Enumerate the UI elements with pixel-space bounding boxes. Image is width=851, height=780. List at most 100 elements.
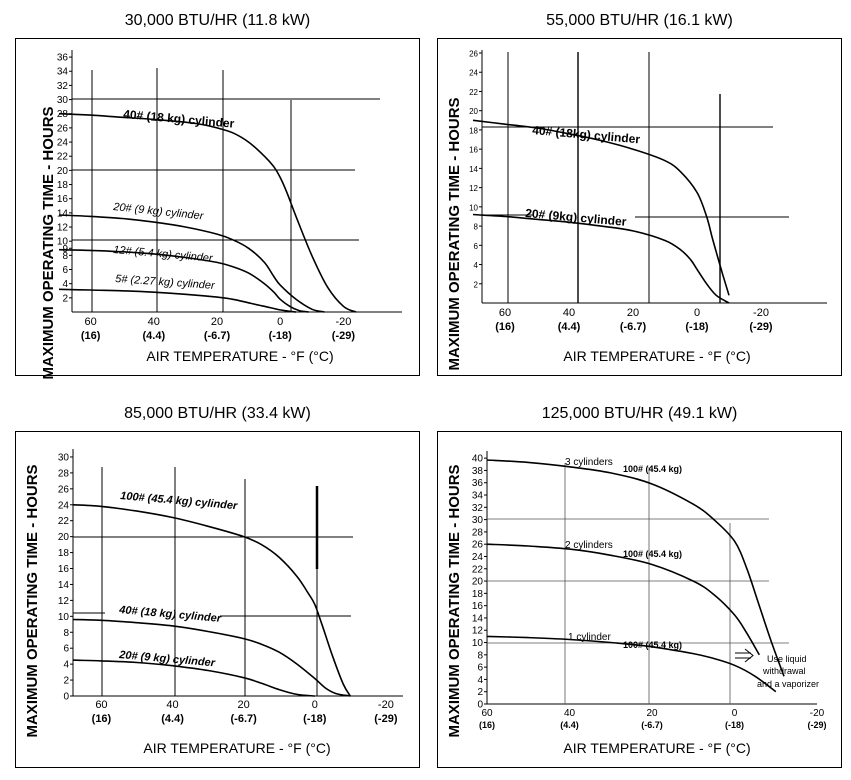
y-tick-label: 20 [472,577,484,588]
x-tick-label: 60 [95,699,107,711]
x-axis-label: AIR TEMPERATURE - °F (°C) [563,740,750,756]
y-tick-label: 4 [63,660,69,671]
y-tick-label: 0 [63,692,69,703]
y-tick-label: 18 [57,180,69,191]
y-tick-label: 12 [58,596,70,607]
y-tick-label: 28 [58,468,70,479]
y-tick-label: 10 [57,237,69,248]
x-tick-label-celsius: (4.4) [161,713,184,725]
x-tick-label: 40 [148,316,160,328]
y-tick-label: 20 [469,107,478,116]
chart-title: 55,000 BTU/HR (16.1 kW) [546,12,733,29]
y-tick-label: 26 [469,50,478,59]
x-tick-label-celsius: (-29) [332,330,356,342]
chart-panel [437,38,842,376]
y-tick-label: 18 [472,589,484,600]
x-tick-label: 0 [694,307,700,319]
y-tick-label: 14 [469,165,478,174]
series-line [58,288,297,313]
y-tick-label: 12 [57,223,69,234]
chart-title: 30,000 BTU/HR (11.8 kW) [124,12,311,29]
series-line [72,618,351,697]
x-axis-label: AIR TEMPERATURE - °F (°C) [143,740,330,756]
y-axis-label: MAXIMUM OPERATING TIME - HOURS [446,97,463,370]
series-line [486,459,785,677]
series-line [486,543,760,656]
curve-label: 20# (9 kg) cylinder [118,649,216,669]
chart-panel [437,431,842,768]
chart-svg: MAXIMUM OPERATING TIME - HOURS AIR TEMPE… [40,50,402,380]
chart-svg: MAXIMUM OPERATING TIME - HOURS AIR TEMPE… [446,50,827,371]
x-tick-label: 40 [166,699,178,711]
x-tick-label-celsius: (-18) [303,713,327,725]
y-tick-label: 8 [62,251,68,262]
annotation-note: withdrawal [762,666,806,676]
y-tick-label: 10 [58,612,70,623]
y-tick-label: 20 [58,532,70,543]
x-tick-label-celsius: (-18) [269,330,293,342]
x-tick-label-celsius: (4.4) [560,720,579,730]
y-axis-label: MAXIMUM OPERATING TIME - HOURS [40,106,57,379]
curve-label: 100# (45.4 kg) [623,549,682,559]
y-tick-label: 26 [472,540,484,551]
x-axis-label: AIR TEMPERATURE - °F (°C) [563,348,750,364]
series-line [58,214,325,313]
y-tick-label: 28 [57,109,69,120]
series-line [472,119,730,296]
x-tick-label-celsius: (16) [495,321,515,333]
x-tick-label: 20 [211,316,223,328]
y-tick-label: 4 [474,261,479,270]
y-tick-label: 2 [474,280,479,289]
y-tick-label: 30 [57,95,69,106]
curve-label: 12# (5.4 kg) cylinder [113,244,215,265]
x-tick-label: -20 [335,316,351,328]
x-axis-label: AIR TEMPERATURE - °F (°C) [146,348,333,364]
y-tick-label: 6 [474,242,479,251]
y-tick-label: 12 [472,626,484,637]
y-tick-label: 16 [57,194,69,205]
y-tick-label: 32 [472,503,484,514]
y-tick-label: 12 [469,184,478,193]
y-tick-label: 10 [469,203,478,212]
y-tick-label: 38 [472,466,484,477]
x-tick-label-celsius: (16) [479,720,495,730]
y-tick-label: 16 [58,564,70,575]
y-tick-label: 32 [57,81,69,92]
chart-svg: MAXIMUM OPERATING TIME - HOURS AIR TEMPE… [24,449,403,756]
y-tick-label: 6 [477,663,483,674]
y-tick-label: 22 [469,88,478,97]
y-axis-label: MAXIMUM OPERATING TIME - HOURS [24,464,41,737]
y-tick-label: 2 [62,293,68,304]
x-tick-label-celsius: (-6.7) [641,720,663,730]
y-tick-label: 18 [469,126,478,135]
x-tick-label: 60 [84,316,96,328]
chart-panel [15,38,420,376]
y-tick-label: 40 [472,454,484,465]
y-tick-label: 14 [57,208,69,219]
x-tick-label: 0 [277,316,283,328]
x-tick-label-celsius: (4.4) [558,321,581,333]
x-tick-label: -20 [810,708,825,719]
y-tick-label: 8 [63,628,69,639]
y-tick-label: 30 [58,452,70,463]
y-tick-label: 2 [63,676,69,687]
x-tick-label-celsius: (16) [92,713,112,725]
y-tick-label: 28 [472,527,484,538]
x-tick-label: 40 [563,307,575,319]
y-tick-label: 18 [58,548,70,559]
x-tick-label: 60 [481,708,493,719]
curve-label: 1 cylinder [568,632,611,643]
x-tick-label-celsius: (-6.7) [620,321,647,333]
y-tick-label: 30 [472,515,484,526]
curve-label: 20# (9kg) cylinder [525,206,628,229]
curve-label: 100# (45.4 kg) [623,640,682,650]
arrow-icon [735,648,754,663]
y-tick-label: 0 [477,700,483,711]
x-tick-label: 20 [627,307,639,319]
y-tick-label: 26 [57,123,69,134]
y-tick-label: 6 [63,644,69,655]
x-tick-label: 0 [312,699,318,711]
x-tick-label-celsius: (-6.7) [231,713,258,725]
x-tick-label-celsius: (-18) [725,720,744,730]
y-tick-label: 22 [472,564,484,575]
